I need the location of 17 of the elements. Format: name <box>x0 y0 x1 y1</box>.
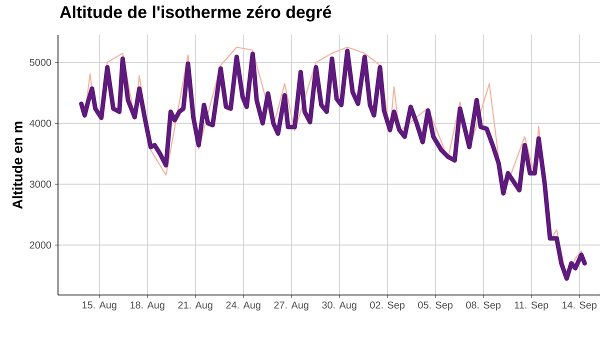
x-tick-label: 15. Aug <box>82 302 116 310</box>
y-tick-label: 3000 <box>30 180 52 188</box>
y-tick-label: 4000 <box>30 120 52 127</box>
x-tick-label: 18. Aug <box>130 302 164 311</box>
x-tick-label: 11. Sep <box>514 302 548 311</box>
x-tick-label: 30. Aug <box>322 302 356 311</box>
x-tick-label: 21. Aug <box>178 302 212 311</box>
x-tick-label: 27. Aug <box>274 302 308 311</box>
x-tick-label: 02. Sep <box>370 302 405 311</box>
x-tick-label: 14. Sep <box>562 302 597 311</box>
y-tick-label: 5000 <box>30 58 52 66</box>
x-tick-label: 05. Sep <box>418 302 453 311</box>
chart-title: Altitude de l'isotherme zéro degré <box>60 5 332 22</box>
x-tick-label: 24. Aug <box>226 302 260 311</box>
y-tick-label: 2000 <box>30 242 52 249</box>
x-tick-label: 08. Sep <box>466 302 501 311</box>
y-axis-title: Altitude en m <box>12 122 22 209</box>
